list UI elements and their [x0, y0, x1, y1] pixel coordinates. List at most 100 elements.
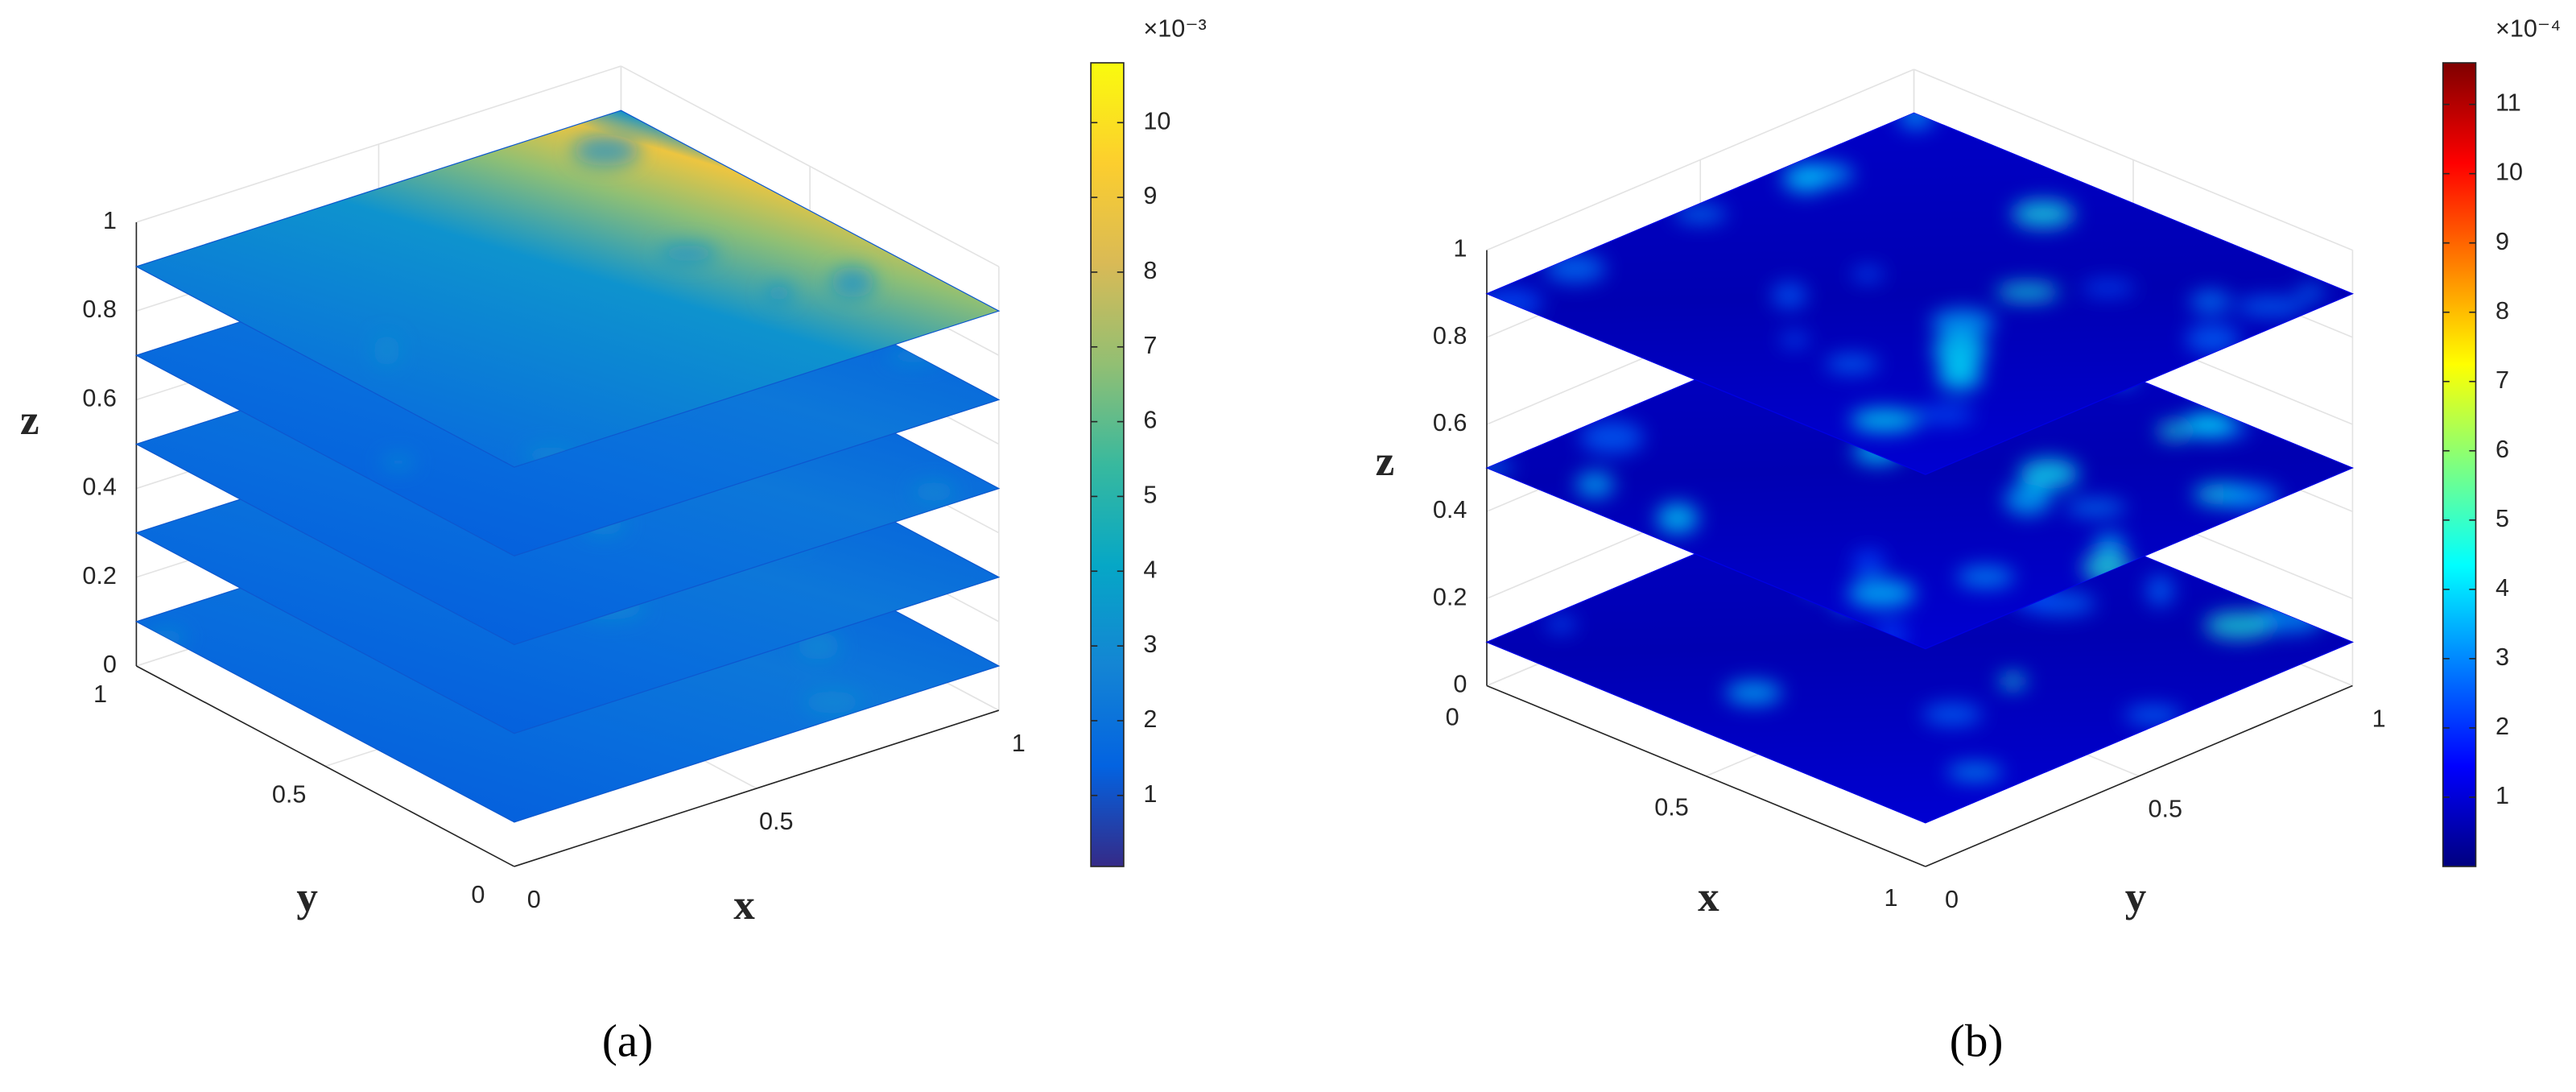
field-spot — [1932, 333, 1988, 366]
colorbar-tick-label: 1 — [2496, 782, 2509, 809]
z-axis-title: z — [1376, 438, 1395, 485]
field-spot — [2190, 290, 2231, 313]
field-spot — [381, 454, 415, 470]
field-spot — [1852, 267, 1884, 282]
field-spot — [1852, 550, 1885, 576]
x-tick-label: 0 — [1446, 703, 1459, 730]
colorbar-tick-label: 7 — [1143, 332, 1157, 359]
field-spot — [1725, 680, 1782, 705]
y-axis-line — [136, 665, 515, 867]
z-tick-label: 0.4 — [82, 474, 117, 501]
field-spot — [1999, 673, 2027, 689]
slice — [1485, 112, 2355, 475]
colorbar-tick-label: 4 — [1143, 556, 1157, 583]
x-tick-label: 0 — [527, 886, 541, 913]
y-tick-label: 0 — [1945, 886, 1959, 913]
field-spot — [1847, 578, 1916, 608]
y-axis-title: y — [296, 874, 318, 920]
colorbar-tick-label: 10 — [1143, 107, 1170, 134]
field-spot — [2235, 297, 2306, 316]
y-axis-line — [1925, 685, 2353, 867]
colorbar-tick-label: 8 — [1143, 257, 1157, 284]
colorbar-tick-label: 10 — [2496, 159, 2523, 186]
z-tick-label: 1 — [103, 207, 117, 234]
y-tick-label: 0.5 — [2149, 796, 2183, 823]
field-spot — [1798, 163, 1854, 185]
field-spot — [1898, 113, 1934, 130]
colorbar — [2442, 62, 2477, 867]
field-spot — [147, 628, 187, 647]
field-spot — [766, 283, 793, 303]
colorbar-tick-label: 7 — [2496, 366, 2509, 394]
field-spot — [1546, 616, 1576, 632]
field-spot — [886, 348, 942, 365]
field-spot — [1656, 503, 1699, 534]
colorbar-tick-label: 5 — [1143, 482, 1157, 509]
x-axis-line — [514, 709, 1000, 867]
x-tick-label: 0.5 — [1654, 794, 1689, 821]
field-spot — [1780, 333, 1810, 347]
field-spot — [2204, 612, 2273, 639]
colorbar-scale: ×10⁻³ — [1143, 14, 1206, 42]
field-spot — [1946, 763, 2003, 780]
y-axis-title: y — [2125, 874, 2147, 920]
colorbar-tick-label: 4 — [2496, 574, 2509, 602]
colorbar-tick-label: 1 — [1143, 780, 1157, 808]
field-spot — [2124, 705, 2182, 725]
x-axis-title: x — [733, 882, 755, 929]
z-axis-title: z — [20, 397, 39, 444]
field-spot — [1771, 282, 1807, 308]
z-tick-label: 0.6 — [82, 384, 117, 412]
colorbar-tick-label: 6 — [1143, 407, 1157, 434]
colorbar-tick-label: 6 — [2496, 436, 2509, 463]
grid-line — [136, 65, 621, 223]
colorbar — [1090, 62, 1125, 867]
field-spot — [2081, 280, 2136, 296]
z-tick-label: 1 — [1453, 235, 1467, 263]
field-spot — [831, 267, 875, 298]
field-spot — [2012, 200, 2075, 228]
field-spot — [1850, 408, 1919, 432]
z-tick-label: 0.8 — [82, 296, 117, 323]
colorbar-tick-label: 3 — [2496, 643, 2509, 671]
field-spot — [803, 691, 861, 714]
z-tick-label: 0.6 — [1433, 409, 1468, 436]
field-spot — [1930, 308, 1995, 337]
grid-line — [1486, 68, 1914, 251]
colorbar-tick-label: 5 — [2496, 505, 2509, 532]
field-spot — [2065, 499, 2127, 516]
field-spot — [572, 134, 640, 167]
slice — [134, 110, 1001, 468]
y-tick-label: 0 — [471, 881, 485, 908]
z-tick-label: 0.8 — [1433, 322, 1468, 350]
z-tick-label: 0.2 — [82, 562, 117, 589]
x-axis-line — [1486, 685, 1926, 867]
y-tick-label: 1 — [93, 680, 107, 708]
field-spot — [2296, 285, 2326, 300]
field-spot — [912, 482, 956, 502]
field-spot — [1544, 254, 1606, 283]
z-tick-label: 0 — [1453, 671, 1467, 698]
field-spot — [1956, 565, 2015, 588]
grid-line — [1913, 68, 2353, 251]
field-spot — [2223, 485, 2280, 510]
colorbar-tick-label: 9 — [2496, 228, 2509, 255]
field-spot — [1996, 283, 2060, 301]
field-spot — [1486, 287, 1543, 318]
field-spot — [1486, 460, 1514, 475]
x-tick-label: 0.5 — [759, 808, 794, 835]
colorbar-tick-label: 2 — [1143, 705, 1157, 733]
field-spot — [1937, 359, 1983, 391]
panel-caption: (b) — [1950, 1016, 2004, 1067]
field-spot — [2004, 484, 2051, 515]
field-spot — [373, 334, 400, 366]
field-spot — [1825, 354, 1879, 374]
y-tick-label: 1 — [2372, 705, 2386, 732]
panel-caption: (a) — [602, 1016, 653, 1067]
z-tick-label: 0.4 — [1433, 496, 1468, 523]
field-spot — [2018, 458, 2079, 490]
field-spot — [2182, 412, 2235, 437]
z-tick-label: 0.2 — [1433, 583, 1468, 610]
field-spot — [1914, 406, 1975, 423]
